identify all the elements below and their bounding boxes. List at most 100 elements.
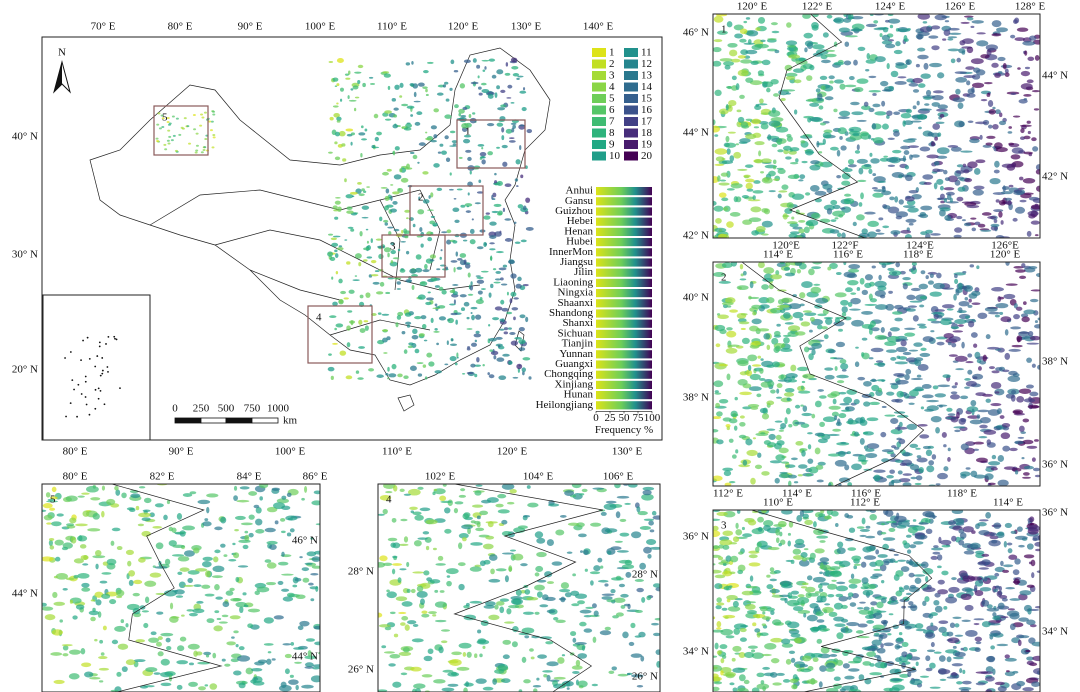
vegetation-patch: [748, 562, 761, 567]
vegetation-patch: [1009, 598, 1021, 601]
vegetation-patch: [967, 304, 973, 308]
vegetation-patch: [353, 107, 357, 112]
vegetation-patch: [740, 49, 749, 56]
vegetation-patch: [498, 267, 507, 271]
vegetation-patch: [969, 576, 983, 581]
vegetation-patch: [1013, 190, 1025, 196]
vegetation-patch: [519, 314, 526, 319]
vegetation-patch: [164, 558, 171, 566]
vegetation-patch: [520, 239, 527, 243]
vegetation-patch: [726, 595, 738, 601]
vegetation-patch: [400, 518, 408, 522]
vegetation-patch: [132, 592, 140, 597]
vegetation-patch: [1026, 342, 1040, 345]
vegetation-patch: [936, 108, 948, 112]
vegetation-patch: [867, 220, 879, 228]
vegetation-patch: [236, 499, 250, 503]
vegetation-patch: [449, 289, 455, 294]
vegetation-patch: [536, 591, 543, 598]
vegetation-patch: [930, 233, 941, 236]
vegetation-patch: [1023, 151, 1034, 155]
vegetation-patch: [842, 168, 853, 173]
vegetation-patch: [597, 579, 609, 583]
vegetation-patch: [716, 627, 722, 630]
vegetation-patch: [358, 319, 363, 325]
vegetation-patch: [713, 46, 722, 53]
vegetation-patch: [729, 682, 735, 686]
vegetation-patch: [856, 158, 868, 164]
vegetation-patch: [797, 664, 809, 668]
vegetation-patch: [1023, 135, 1031, 140]
vegetation-patch: [520, 563, 528, 567]
province-border: [111, 484, 223, 692]
vegetation-patch: [875, 229, 881, 233]
vegetation-patch: [634, 635, 642, 638]
vegetation-patch: [474, 490, 482, 496]
vegetation-patch: [110, 689, 119, 692]
vegetation-patch: [751, 687, 760, 692]
vegetation-patch: [847, 273, 858, 279]
vegetation-patch: [269, 544, 277, 550]
vegetation-patch: [737, 379, 748, 386]
vegetation-patch: [849, 308, 861, 311]
vegetation-patch: [884, 662, 888, 668]
vegetation-patch: [382, 171, 389, 176]
vegetation-patch: [515, 589, 522, 596]
vegetation-patch: [334, 85, 338, 88]
vegetation-patch: [850, 297, 861, 305]
vegetation-patch: [440, 500, 453, 504]
vegetation-patch: [334, 200, 341, 205]
vegetation-patch: [746, 610, 758, 614]
x-axis-label: Frequency %: [595, 424, 653, 436]
vegetation-patch: [417, 209, 425, 215]
top-tick-label: 130° E: [511, 21, 542, 33]
vegetation-patch: [1007, 131, 1013, 134]
vegetation-patch: [376, 374, 384, 378]
vegetation-patch: [513, 316, 516, 321]
vegetation-patch: [911, 262, 917, 267]
vegetation-patch: [1020, 431, 1026, 434]
vegetation-patch: [166, 121, 170, 124]
vegetation-patch: [934, 592, 941, 598]
vegetation-patch: [751, 364, 762, 367]
vegetation-patch: [884, 414, 896, 417]
vegetation-patch: [908, 572, 915, 578]
vegetation-patch: [819, 588, 824, 593]
vegetation-patch: [789, 147, 800, 152]
vegetation-patch: [393, 114, 398, 118]
vegetation-patch: [1037, 364, 1040, 370]
vegetation-patch: [722, 233, 730, 238]
island: [97, 387, 100, 390]
vegetation-patch: [950, 58, 956, 64]
vegetation-patch: [391, 517, 397, 523]
vegetation-patch: [216, 617, 222, 621]
vegetation-patch: [571, 484, 582, 489]
vegetation-patch: [1028, 637, 1036, 644]
vegetation-patch: [382, 508, 388, 515]
vegetation-patch: [895, 657, 902, 663]
island: [105, 343, 107, 345]
vegetation-patch: [811, 212, 821, 220]
vegetation-patch: [186, 125, 190, 128]
vegetation-patch: [748, 217, 762, 223]
vegetation-patch: [1004, 522, 1012, 529]
vegetation-patch: [874, 111, 887, 116]
vegetation-patch: [891, 445, 897, 449]
vegetation-patch: [932, 123, 941, 130]
vegetation-patch: [861, 289, 869, 295]
vegetation-patch: [978, 567, 989, 570]
vegetation-patch: [981, 621, 991, 628]
vegetation-patch: [266, 562, 277, 569]
vegetation-patch: [176, 660, 189, 665]
vegetation-patch: [791, 590, 799, 595]
vegetation-patch: [349, 191, 358, 195]
vegetation-patch: [815, 88, 821, 93]
vegetation-patch: [966, 93, 976, 98]
vegetation-patch: [835, 593, 844, 598]
scale-label: 500: [218, 403, 235, 415]
vegetation-patch: [1023, 301, 1027, 305]
vegetation-patch: [743, 174, 751, 178]
vegetation-patch: [800, 423, 810, 428]
vegetation-patch: [732, 645, 742, 652]
vegetation-patch: [930, 320, 942, 324]
